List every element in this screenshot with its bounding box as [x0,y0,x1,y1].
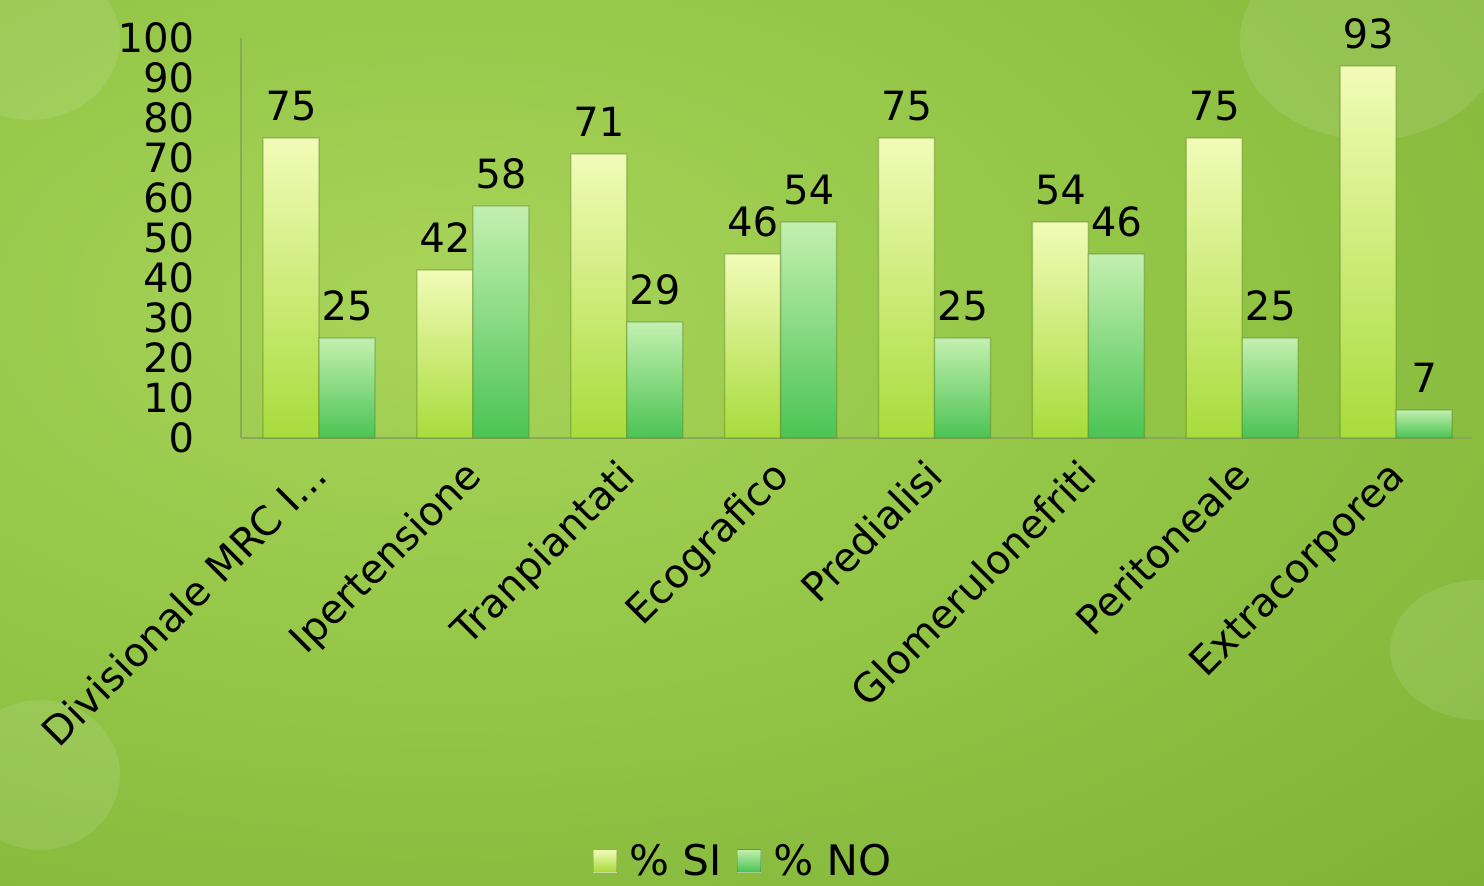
y-tick-label: 0 [169,416,194,462]
y-tick-label: 90 [143,56,194,102]
legend-item-si: % SI [592,836,722,886]
x-tick-labels: Divisionale MRC I...IpertensioneTranpian… [33,453,1413,756]
x-tick-label: Ecografico [617,453,798,634]
data-label: 54 [783,168,834,214]
bar-no [779,221,838,439]
bar-si [262,137,320,439]
y-tick-label: 70 [143,136,194,182]
bar-si [1185,137,1243,439]
bar-si [877,137,936,439]
legend: % SI % NO [0,836,1484,886]
data-label: 93 [1343,12,1394,58]
y-tick-label: 20 [143,336,194,382]
data-label: 71 [573,100,624,146]
bar-si [416,269,474,439]
data-label: 46 [1091,200,1142,246]
y-tick-label: 40 [143,256,194,302]
bars [262,65,1453,439]
bar-si [570,153,628,439]
data-label: 25 [1245,284,1296,330]
data-label: 42 [419,216,470,262]
x-tick-label: Divisionale MRC I... [33,453,336,756]
data-label: 75 [1189,84,1240,130]
legend-swatch-no [737,849,762,873]
data-label: 29 [629,268,680,314]
bar-no [626,321,684,439]
y-tick-label: 30 [143,296,194,342]
legend-item-no: % NO [737,836,891,886]
data-label: 25 [322,284,373,330]
bar-no [933,337,992,439]
data-label: 58 [475,152,526,198]
y-tick-label: 100 [118,16,194,62]
y-tick-label: 10 [143,376,194,422]
data-label: 75 [266,84,317,130]
bar-si [723,253,782,439]
data-labels: 75 42 71 46 75 54 75 93 25 58 29 54 25 46 25 7 [266,12,1437,402]
legend-label-si: % SI [628,836,722,885]
bar-no [318,337,376,439]
data-label: 54 [1035,168,1086,214]
x-tick-label: Predialisi [793,453,952,612]
bar-chart: 75 42 71 46 75 54 75 93 25 58 29 54 25 46 25 7 Division… [33,12,1472,756]
data-label: 75 [881,84,932,130]
legend-label-no: % NO [773,836,892,885]
bar-si [1031,221,1090,439]
bar-no [1395,409,1453,439]
bar-no [1087,253,1146,439]
y-tick-label: 50 [143,216,194,262]
y-tick-label: 80 [143,96,194,142]
y-tick-label: 60 [143,176,194,222]
bar-no [1241,337,1299,439]
data-label: 7 [1411,356,1436,402]
bar-no [472,205,530,439]
legend-swatch-si [592,849,617,873]
data-label: 46 [727,200,778,246]
bar-si [1339,65,1397,439]
data-label: 25 [937,284,988,330]
